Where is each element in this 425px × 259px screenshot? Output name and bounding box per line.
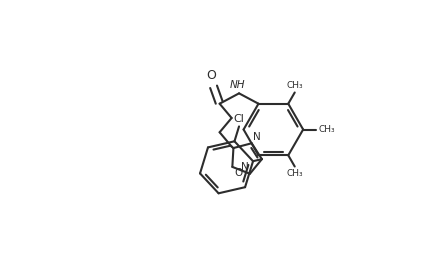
Text: Cl: Cl [234, 114, 244, 124]
Text: CH₃: CH₃ [286, 169, 303, 178]
Text: N: N [253, 132, 261, 142]
Text: CH₃: CH₃ [318, 125, 335, 134]
Text: NH: NH [230, 80, 246, 90]
Text: O: O [235, 168, 243, 178]
Text: N: N [241, 162, 249, 172]
Text: CH₃: CH₃ [286, 81, 303, 90]
Text: O: O [206, 69, 216, 82]
